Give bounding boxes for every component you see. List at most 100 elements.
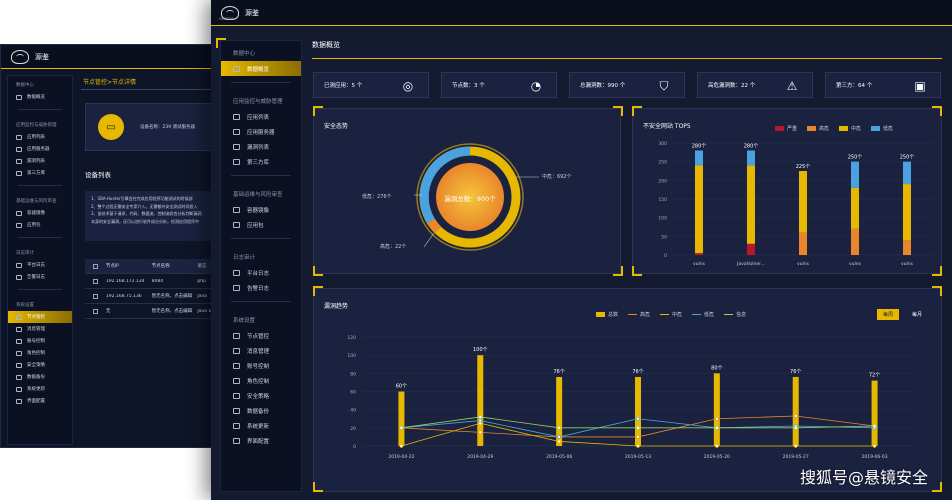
table-row[interactable]: 192.168.172.134 8084 php [85,274,226,289]
front-sidebar: 数据中心 数据概览 应用监控与威胁管理 应用列表 应用服务器 漏洞列表 第三方库 基础运维与风… [220,40,302,492]
back-sidebar-item[interactable]: 应用列表 [8,131,72,143]
back-sidebar-item[interactable]: 消息管理 [8,323,72,335]
sidebar-item-label: 容器镜像 [247,207,270,214]
back-sidebar-item[interactable]: 数据概览 [8,91,72,103]
legend-label: 低危 [704,312,715,318]
sidebar-item[interactable]: 漏洞列表 [221,139,301,154]
bar-value-label: 80个 [711,365,722,371]
checkbox[interactable] [93,308,98,314]
sidebar-item[interactable]: 节点管控 [221,328,301,343]
top5-legend: 严重 高危 中危 低危 [775,125,893,132]
checkbox[interactable] [93,263,98,269]
back-sidebar-item-label: 账号控制 [27,339,45,344]
series-point [478,430,483,435]
sidebar-item[interactable]: 告警日志 [221,280,301,295]
legend-item: 严重 [775,125,797,132]
y-tick-label: 20 [350,426,356,432]
sidebar-item[interactable]: 容器镜像 [221,202,301,217]
legend-label: 高危 [819,126,830,132]
sidebar-item[interactable]: 界面配置 [221,433,301,448]
bar-value-label: 76个 [553,369,564,375]
menu-item-icon [233,347,240,354]
checkbox[interactable] [93,278,98,284]
y-tick-label: 120 [347,335,356,341]
sidebar-item[interactable]: 消息管理 [221,343,301,358]
table-row[interactable]: 无 暂无名称，点击编辑 Java 1.8.0 [85,304,226,319]
series-point [636,426,640,430]
page-title: 数据概览 [312,41,340,49]
menu-item-icon [233,65,240,72]
sidebar-item[interactable]: 角色控制 [221,373,301,388]
bar-value-label: 76个 [632,369,643,375]
back-sidebar-item[interactable]: 账号控制 [8,335,72,347]
menu-item-icon [16,398,22,404]
series-point [636,416,640,421]
back-sidebar-item-label: 消息管理 [27,327,45,332]
y-tick-label: 100 [347,353,356,359]
sidebar-item[interactable]: 应用服务器 [221,124,301,139]
stat-card: 已测应用：5 个 ◎ [313,72,429,98]
menu-item-icon [16,326,22,332]
stat-card: 总漏洞数：990 个 ⛉ [569,72,685,98]
legend-item: 低危 [871,125,893,132]
series-point [715,416,719,421]
sidebar-group-label: 日志审计 [233,255,256,261]
table-cell: 无 [105,309,111,314]
weekly-button[interactable]: 每周 [877,309,900,320]
legend-label: 总数 [608,312,619,318]
table-cell: 暂无名称，点击编辑 [151,294,193,299]
security-title: 安全态势 [324,123,349,130]
legend-swatch [871,126,881,131]
legend-item: 总数 [596,311,618,318]
table-header-cell: 语言 [197,264,207,269]
back-sidebar-item[interactable]: 界面配置 [8,395,72,407]
sidebar-item[interactable]: 数据备份 [221,403,301,418]
stat-card: 高危漏洞数：22 个 ⚠ [697,72,813,98]
sidebar-item[interactable]: 应用列表 [221,109,301,124]
watermark: 搜狐号@悬镜安全 [799,468,928,487]
monthly-button[interactable]: 每月 [912,312,923,318]
x-tick-label: vulns [849,261,862,267]
series-point [715,426,719,430]
x-tick-label: 2019-04-22 [388,454,414,460]
legend-swatch [839,126,849,131]
legend-swatch [775,126,784,131]
back-sidebar-item[interactable]: 平台日志 [8,259,72,271]
sidebar-item[interactable]: 系统更新 [221,418,301,433]
menu-item-icon [16,158,22,164]
sidebar-item[interactable]: 账号控制 [221,358,301,373]
back-sidebar-item-label: 数据备份 [27,375,45,380]
back-sidebar-item[interactable]: 节点管控 [8,311,72,323]
back-sidebar-item[interactable]: 容器镜像 [8,207,72,219]
back-sidebar-item[interactable]: 角色控制 [8,347,72,359]
back-sidebar-item[interactable]: 应用包 [8,219,72,231]
sidebar-item[interactable]: 应用包 [221,217,301,232]
sidebar-item[interactable]: 安全策略 [221,388,301,403]
back-sidebar-item[interactable]: 漏洞列表 [8,155,72,167]
back-sidebar-item-label: 告警日志 [27,275,45,280]
series-point [557,435,561,439]
back-sidebar-item[interactable]: 应用服务器 [8,143,72,155]
bar-segment [851,187,859,229]
table-cell: 暂无名称，点击编辑 [151,309,193,314]
back-sidebar-item[interactable]: 告警日志 [8,271,72,283]
sidebar-item[interactable]: 数据概览 [221,61,301,76]
legend-item: 中危 [660,311,682,318]
note-line: 3、该技术基于请求、代码、数据流、控制流综合分析判断漏洞 [91,211,202,216]
table-row[interactable]: 192.168.75.136 暂无名称，点击编辑 Java [85,289,226,304]
y-tick-label: 150 [658,197,667,203]
x-tick-label: 2019-04-29 [467,454,493,460]
back-sidebar-item[interactable]: 系统更新 [8,383,72,395]
stat-label: 高危漏洞数：22 个 [708,83,756,89]
sidebar-item[interactable]: 第三方库 [221,154,301,169]
donut-low-arc [419,146,471,224]
sidebar-item[interactable]: 平台日志 [221,265,301,280]
menu-item-icon [233,269,240,276]
checkbox[interactable] [93,293,98,299]
back-sidebar-item[interactable]: 安全策略 [8,359,72,371]
note-line: 本身的安全漏洞，还可以进行软件成分分析，检测应用程序中 [91,218,199,224]
back-sidebar-item-label: 漏洞列表 [27,159,45,164]
bar-total-label: 250个 [900,155,915,161]
back-sidebar-item[interactable]: 第三方库 [8,167,72,179]
back-sidebar-item[interactable]: 数据备份 [8,371,72,383]
